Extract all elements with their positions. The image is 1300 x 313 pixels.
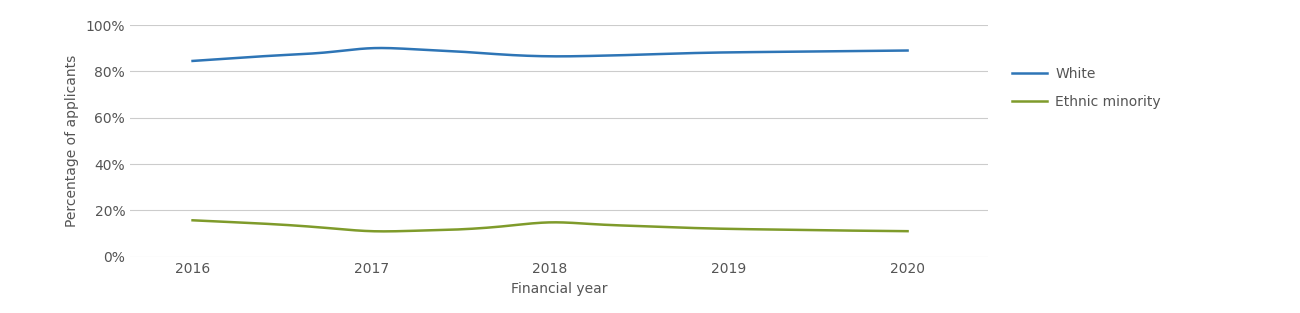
White [790,50,806,54]
Ethnic minority [900,229,915,233]
White [373,46,389,50]
Line: White: White [192,48,907,61]
White [900,49,915,52]
Ethnic minority [790,228,806,232]
White [835,49,850,53]
Ethnic minority [611,223,627,227]
Ethnic minority [376,229,391,233]
Ethnic minority [185,218,200,222]
White [625,53,641,57]
Ethnic minority [187,218,203,222]
White [612,53,628,57]
White [185,59,200,63]
White [611,54,627,57]
Ethnic minority [835,229,850,233]
Ethnic minority [612,223,628,227]
Legend: White, Ethnic minority: White, Ethnic minority [1013,67,1161,109]
X-axis label: Financial year: Financial year [511,282,607,296]
Line: Ethnic minority: Ethnic minority [192,220,907,231]
Ethnic minority [625,224,641,228]
Y-axis label: Percentage of applicants: Percentage of applicants [65,55,79,227]
White [187,59,203,63]
